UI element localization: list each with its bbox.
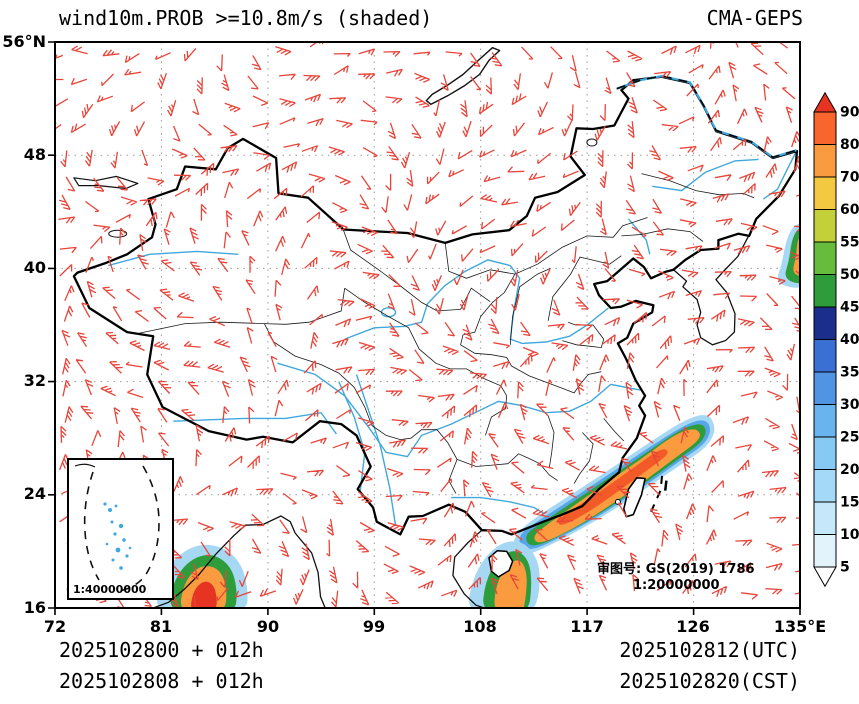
inset-map [74, 463, 160, 592]
south-china-sea-inset: 1:40000000 [67, 458, 174, 600]
colorbar-arrow-bottom [813, 566, 837, 588]
inset-scale-label: 1:40000000 [73, 583, 147, 596]
colorbar: 90 80 70 60 55 50 45 40 35 30 25 20 15 1… [813, 92, 859, 588]
lon-label: 135°E [773, 617, 827, 636]
inset-dash-line-west [83, 471, 100, 581]
province-borders [137, 173, 755, 494]
colorbar-segment [813, 176, 837, 210]
lat-label: 32 [23, 371, 46, 390]
lat-label: 16 [23, 598, 46, 617]
map-approval-number: 审图号: GS(2019) 1786 1:20000000 [597, 562, 755, 594]
lat-label: 48 [23, 145, 46, 164]
colorbar-label: 50 [840, 267, 859, 283]
approval-line2: 1:20000000 [633, 578, 720, 593]
colorbar-segment [813, 274, 837, 308]
colorbar-label: 20 [840, 462, 859, 478]
colorbar-label: 60 [840, 202, 859, 218]
dash-mark [663, 480, 668, 491]
taiwan-island [623, 477, 646, 518]
colorbar-label: 40 [840, 332, 859, 348]
chart-title: wind10m.PROB >=10.8m/s (shaded) [59, 6, 433, 30]
colorbar-label: 35 [840, 365, 859, 381]
axis-ticks [48, 41, 801, 615]
footer-valid-cst: 2025102820(CST) [619, 669, 800, 693]
map-layers [55, 42, 800, 608]
colorbar-label: 90 [840, 105, 859, 121]
lat-label: 40 [23, 258, 46, 277]
lat-label: 56°N [2, 32, 46, 51]
colorbar-label: 25 [840, 430, 859, 446]
colorbar-segment [813, 144, 837, 178]
approval-line1: 审图号: GS(2019) 1786 [597, 562, 755, 577]
lon-label: 108 [463, 617, 497, 636]
lon-label: 72 [43, 617, 67, 636]
colorbar-segment [813, 339, 837, 373]
colorbar-segment [813, 469, 837, 503]
lon-label: 99 [362, 617, 386, 636]
lake-issyk-kul [108, 229, 128, 238]
footer-valid-utc: 2025102812(UTC) [619, 638, 800, 662]
colorbar-segment [813, 436, 837, 470]
lon-label: 126 [676, 617, 710, 636]
amur-dashed-border [616, 75, 797, 159]
china-border [72, 75, 799, 536]
colorbar-label: 55 [840, 235, 859, 251]
footer-init-cst: 2025102808 + 012h [59, 669, 264, 693]
colorbar-label: 30 [840, 397, 859, 413]
colorbar-segment [813, 111, 837, 145]
footer-init-utc: 2025102800 + 012h [59, 638, 264, 662]
map-frame [54, 41, 801, 609]
colorbar-label: 70 [840, 170, 859, 186]
inset-coastline [74, 463, 96, 468]
inset-dash-line-east [118, 465, 160, 592]
lon-label: 81 [149, 617, 173, 636]
dash-boundary [650, 469, 664, 513]
rivers [108, 150, 798, 527]
colorbar-segment [813, 371, 837, 405]
lake-hulun [586, 138, 598, 147]
colorbar-segment [813, 534, 837, 568]
colorbar-arrow-top [813, 92, 837, 113]
colorbar-label: 15 [840, 495, 859, 511]
foreign-coastlines [152, 235, 750, 608]
colorbar-label: 5 [840, 560, 850, 576]
colorbar-segment [813, 501, 837, 535]
colorbar-segment [813, 241, 837, 275]
colorbar-segment [813, 306, 837, 340]
colorbar-label: 45 [840, 300, 859, 316]
colorbar-label: 80 [840, 137, 859, 153]
colorbar-label: 10 [840, 527, 859, 543]
lon-label: 90 [256, 617, 280, 636]
model-name: CMA-GEPS [706, 6, 803, 30]
colorbar-segment [813, 404, 837, 438]
lon-label: 117 [570, 617, 604, 636]
colorbar-segment [813, 209, 837, 243]
inset-islands [103, 502, 132, 570]
lat-label: 24 [23, 484, 46, 503]
